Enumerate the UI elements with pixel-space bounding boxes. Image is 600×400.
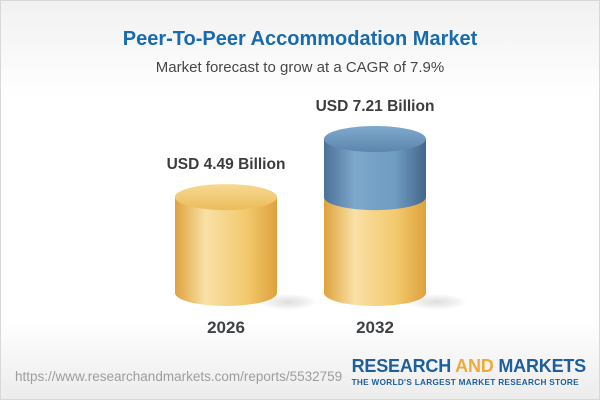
source-url[interactable]: https://www.researchandmarkets.com/repor… [15,369,343,384]
logo-word-and: AND [455,356,494,376]
logo-wordmark: RESEARCH AND MARKETS [351,356,587,376]
chart-subtitle: Market forecast to grow at a CAGR of 7.9… [155,59,445,76]
chart-header: Peer-To-Peer Accommodation Market Market… [1,1,599,76]
research-and-markets-logo: RESEARCH AND MARKETS THE WORLD'S LARGEST… [351,356,587,387]
year-label-2032: 2032 [356,318,394,337]
cylinder-2032-top-cap [324,126,426,152]
logo-tagline: THE WORLD'S LARGEST MARKET RESEARCH STOR… [351,378,579,387]
cylinder-2026-top-cap [175,184,277,211]
page-title: Peer-To-Peer Accommodation Market [122,28,478,50]
cylinder-2032-base-value-body [324,197,426,293]
year-label-2026: 2026 [207,318,245,337]
value-label-2032: USD 7.21 Billion [315,98,435,115]
logo-word-research: RESEARCH [351,356,452,376]
cylinder-2026-base-value-body [175,197,277,293]
logo-word-markets: MARKETS [498,356,586,376]
value-label-2026: USD 4.49 Billion [166,156,286,174]
